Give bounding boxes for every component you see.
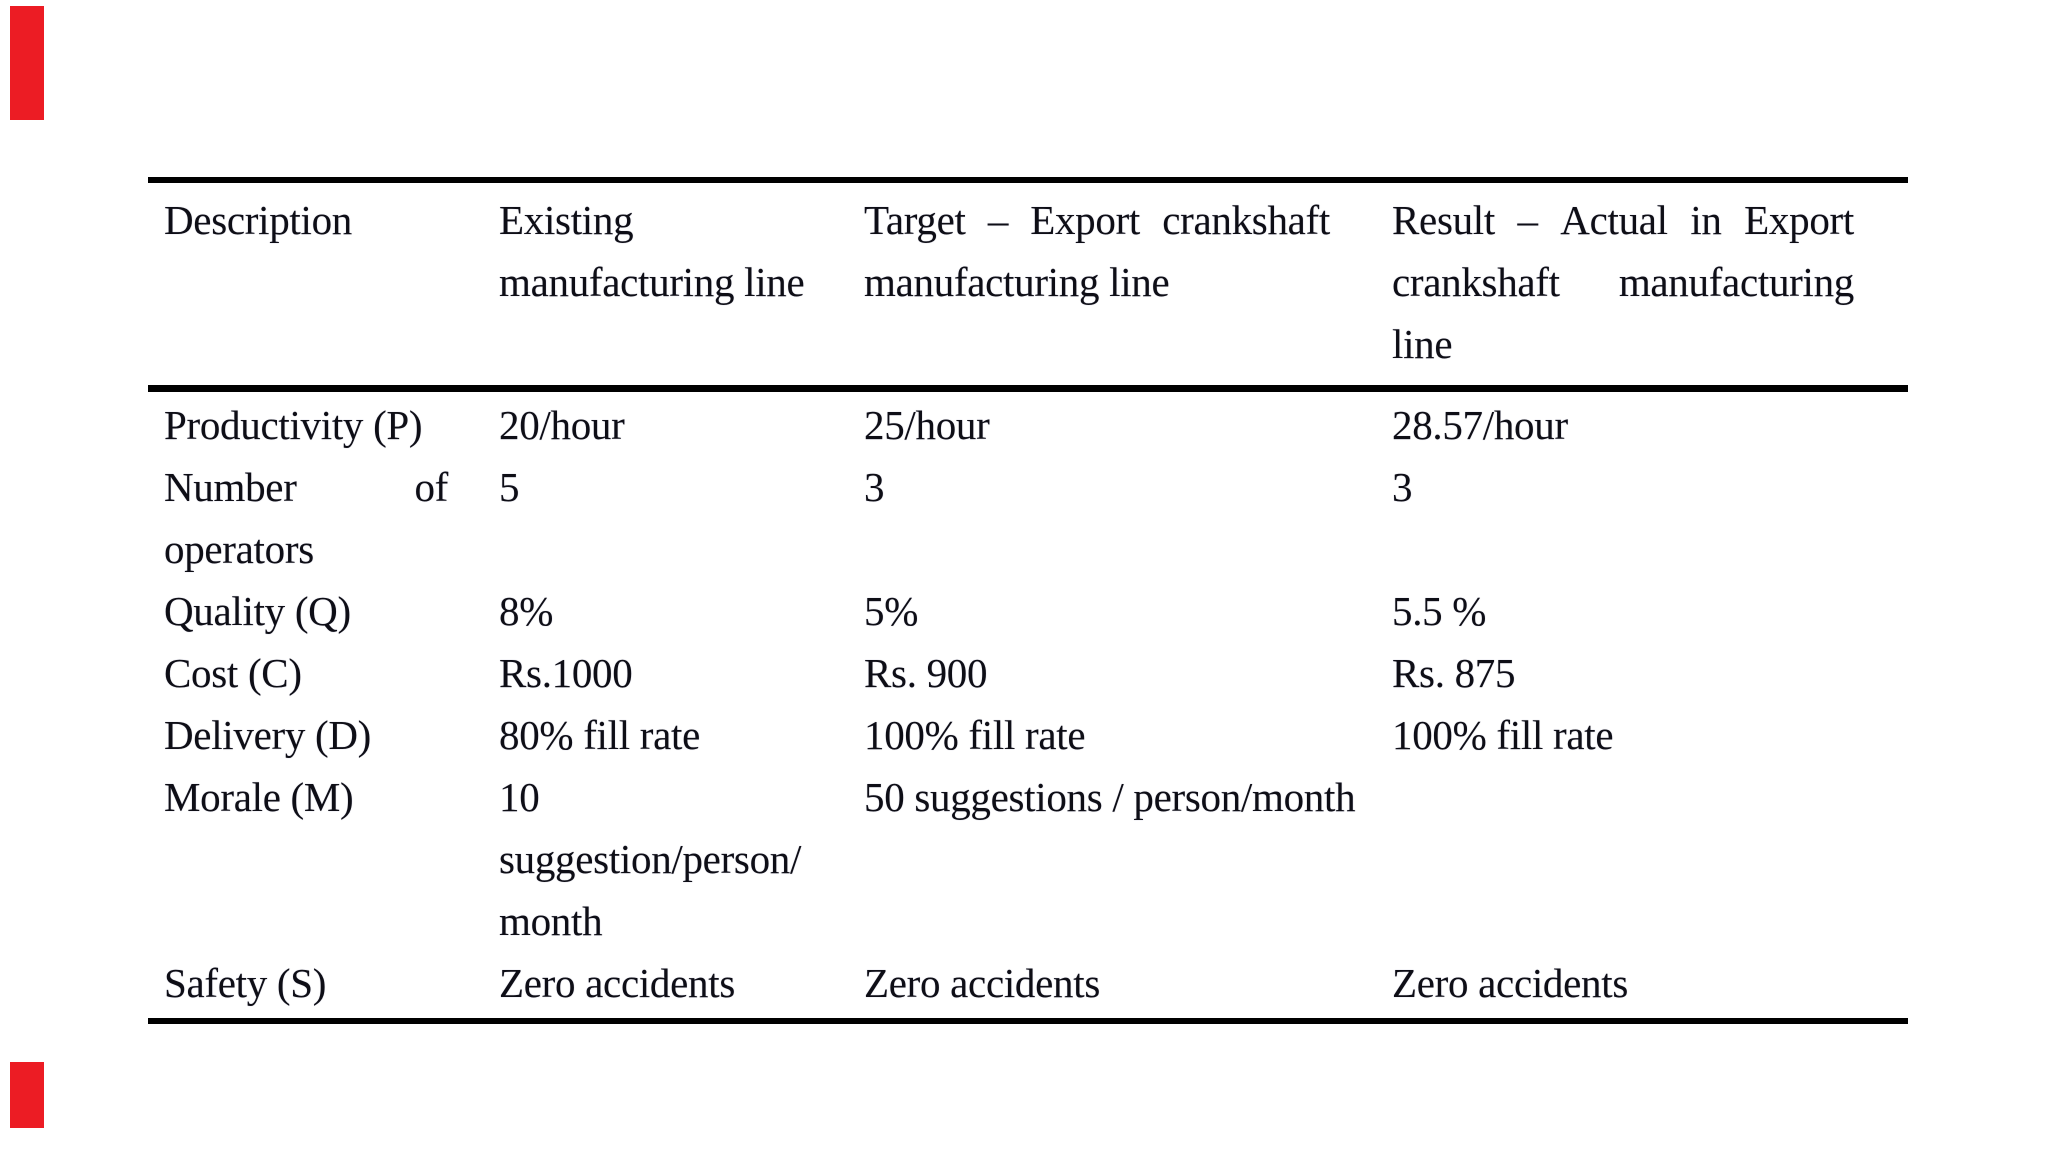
cell-text: Zero accidents bbox=[499, 960, 735, 1006]
header-text: Description bbox=[164, 197, 352, 243]
word: of bbox=[414, 464, 448, 510]
cell-morale-target: 50 suggestions / person/month bbox=[856, 766, 1380, 952]
comparison-table: Description Existing manufacturing line … bbox=[148, 177, 1908, 1024]
cell-text: Rs.1000 bbox=[499, 650, 633, 696]
cell-text: 80% fill rate bbox=[499, 712, 701, 758]
header-text-justified: crankshaft manufacturing bbox=[1392, 251, 1854, 313]
cell-text: 28.57/hour bbox=[1392, 402, 1568, 448]
header-text-justified: Result – Actual in Export bbox=[1392, 189, 1854, 251]
header-text: Existing bbox=[499, 197, 634, 243]
cell-productivity-target: 25/hour bbox=[856, 394, 1380, 456]
cell-cost-description: Cost (C) bbox=[148, 642, 488, 704]
cell-text: Safety (S) bbox=[164, 960, 327, 1006]
cell-safety-result: Zero accidents bbox=[1380, 952, 1908, 1014]
cell-text: 3 bbox=[864, 464, 885, 510]
word: Actual bbox=[1560, 197, 1668, 243]
cell-text: suggestion/person/ bbox=[499, 836, 802, 882]
word: Result bbox=[1392, 197, 1495, 243]
cell-text: 5 bbox=[499, 464, 520, 510]
header-text-justified: Target – Export crankshaft bbox=[864, 189, 1330, 251]
cell-text: 100% fill rate bbox=[864, 712, 1086, 758]
cell-text: Delivery (D) bbox=[164, 712, 372, 758]
cell-text: operators bbox=[164, 526, 314, 572]
cell-number-of-operators-description: Number of operators bbox=[148, 456, 488, 580]
cell-safety-target: Zero accidents bbox=[856, 952, 1380, 1014]
word: Export bbox=[1030, 197, 1141, 243]
cell-productivity-result: 28.57/hour bbox=[1380, 394, 1908, 456]
header-text: manufacturing line bbox=[499, 259, 805, 305]
cell-text: 25/hour bbox=[864, 402, 990, 448]
header-cell-existing: Existing manufacturing line bbox=[488, 189, 856, 375]
cell-text: 8% bbox=[499, 588, 554, 634]
word: – bbox=[1517, 197, 1539, 243]
red-edge-mark-bottom bbox=[10, 1062, 44, 1128]
cell-text: month bbox=[499, 898, 603, 944]
cell-text: Morale (M) bbox=[164, 774, 354, 820]
table-top-border bbox=[148, 177, 1908, 183]
cell-quality-existing: 8% bbox=[488, 580, 856, 642]
cell-number-of-operators-existing: 5 bbox=[488, 456, 856, 580]
cell-morale-existing: 10 suggestion/person/month bbox=[488, 766, 856, 952]
table-bottom-border bbox=[148, 1018, 1908, 1024]
word: crankshaft bbox=[1392, 259, 1560, 305]
cell-number-of-operators-target: 3 bbox=[856, 456, 1380, 580]
cell-text: 5% bbox=[864, 588, 919, 634]
cell-delivery-description: Delivery (D) bbox=[148, 704, 488, 766]
cell-quality-result: 5.5 % bbox=[1380, 580, 1908, 642]
header-text: line bbox=[1392, 321, 1453, 367]
word: in bbox=[1690, 197, 1722, 243]
cell-safety-description: Safety (S) bbox=[148, 952, 488, 1014]
word: Export bbox=[1744, 197, 1854, 243]
word: Number bbox=[164, 464, 297, 510]
cell-text: Zero accidents bbox=[1392, 960, 1628, 1006]
header-cell-description: Description bbox=[148, 189, 488, 375]
cell-cost-existing: Rs.1000 bbox=[488, 642, 856, 704]
cell-text-justified: Number of bbox=[164, 456, 448, 518]
cell-text: 20/hour bbox=[499, 402, 625, 448]
table-header-separator bbox=[148, 385, 1908, 392]
cell-text: Zero accidents bbox=[864, 960, 1100, 1006]
header-cell-result: Result – Actual in Export crankshaft manufact… bbox=[1380, 189, 1908, 375]
cell-text: Quality (Q) bbox=[164, 588, 351, 634]
cell-safety-existing: Zero accidents bbox=[488, 952, 856, 1014]
table-header-row: Description Existing manufacturing line … bbox=[148, 183, 1908, 385]
cell-delivery-result: 100% fill rate bbox=[1380, 704, 1908, 766]
cell-delivery-target: 100% fill rate bbox=[856, 704, 1380, 766]
cell-productivity-existing: 20/hour bbox=[488, 394, 856, 456]
cell-number-of-operators-result: 3 bbox=[1380, 456, 1908, 580]
header-cell-target: Target – Export crankshaft manufacturing li… bbox=[856, 189, 1380, 375]
cell-quality-target: 5% bbox=[856, 580, 1380, 642]
cell-text: 10 bbox=[499, 774, 540, 820]
cell-delivery-existing: 80% fill rate bbox=[488, 704, 856, 766]
cell-quality-description: Quality (Q) bbox=[148, 580, 488, 642]
word: Target bbox=[864, 197, 966, 243]
cell-text: 50 suggestions / person/month bbox=[864, 774, 1356, 820]
cell-text: 3 bbox=[1392, 464, 1413, 510]
word: manufacturing bbox=[1618, 259, 1854, 305]
cell-text: Rs. 900 bbox=[864, 650, 988, 696]
cell-text: Productivity (P) bbox=[164, 402, 423, 448]
cell-morale-result bbox=[1380, 766, 1908, 952]
header-text: manufacturing line bbox=[864, 259, 1170, 305]
word: – bbox=[987, 197, 1009, 243]
cell-productivity-description: Productivity (P) bbox=[148, 394, 488, 456]
cell-cost-target: Rs. 900 bbox=[856, 642, 1380, 704]
word: crankshaft bbox=[1162, 197, 1330, 243]
cell-text: 100% fill rate bbox=[1392, 712, 1614, 758]
cell-morale-description: Morale (M) bbox=[148, 766, 488, 952]
table-body: Productivity (P) 20/hour 25/hour 28.57/hour… bbox=[148, 392, 1908, 1018]
cell-text: Cost (C) bbox=[164, 650, 302, 696]
red-edge-mark-top bbox=[10, 6, 44, 120]
cell-cost-result: Rs. 875 bbox=[1380, 642, 1908, 704]
cell-text: 5.5 % bbox=[1392, 588, 1487, 634]
cell-text: Rs. 875 bbox=[1392, 650, 1516, 696]
